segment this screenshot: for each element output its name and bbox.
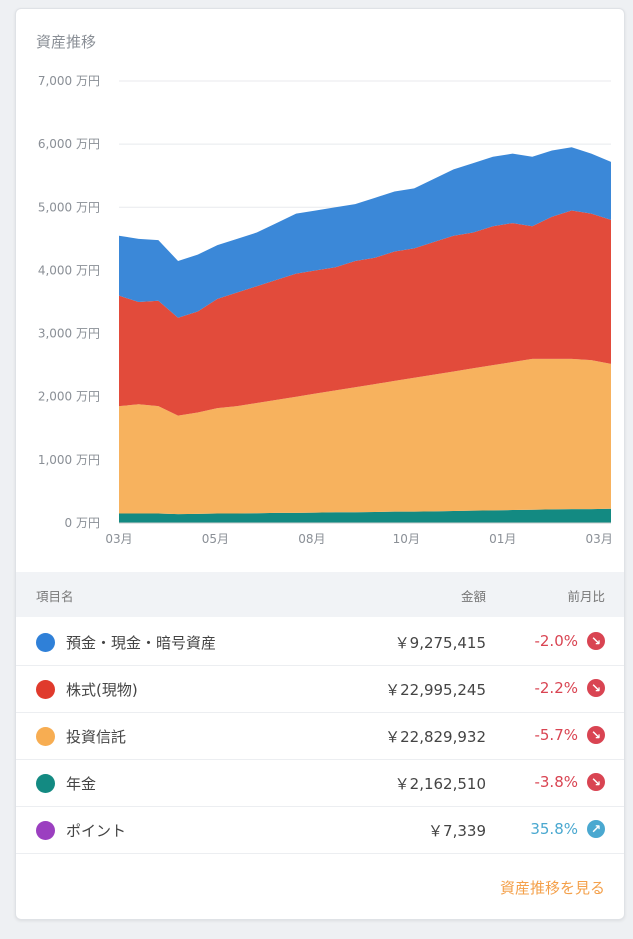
- row-change: -2.0%: [534, 632, 578, 650]
- row-name: 預金・現金・暗号資産: [66, 634, 217, 652]
- arrow-up-right-icon: ↗: [587, 820, 605, 838]
- x-tick-label: 03月: [586, 532, 613, 546]
- legend-dot: [36, 633, 55, 652]
- row-name: 年金: [66, 775, 97, 793]
- row-change: -3.8%: [534, 773, 578, 791]
- view-asset-trend-link[interactable]: 資産推移を見る: [499, 879, 605, 897]
- asset-stacked-area-chart: 0 万円 1,000 万円 2,000 万円 3,000 万円 4,000 万円 5,00…: [38, 74, 613, 546]
- arrow-down-right-icon: ↘: [587, 726, 605, 744]
- header-name: 項目名: [36, 589, 74, 604]
- row-name: 株式(現物): [66, 681, 138, 699]
- table-row[interactable]: 預金・現金・暗号資産 ￥9,275,415 -2.0% ↘: [16, 618, 624, 666]
- row-amount: ￥22,995,245: [385, 681, 486, 699]
- y-tick-label: 0 万円: [65, 516, 100, 530]
- y-tick-label: 4,000 万円: [38, 263, 100, 277]
- x-tick-label: 01月: [489, 532, 516, 546]
- legend-dot: [36, 774, 55, 793]
- legend-dot: [36, 680, 55, 699]
- arrow-down-right-icon: ↘: [587, 632, 605, 650]
- y-tick-label: 1,000 万円: [38, 453, 100, 467]
- row-name: ポイント: [66, 822, 127, 840]
- area-series-0: [119, 508, 611, 523]
- card-title: 資産推移: [36, 33, 97, 51]
- table-header: 項目名 金額 前月比: [16, 572, 624, 617]
- y-tick-label: 5,000 万円: [38, 200, 100, 214]
- x-tick-label: 10月: [393, 532, 420, 546]
- table-row[interactable]: 年金 ￥2,162,510 -3.8% ↘: [16, 759, 624, 807]
- area-series-2: [119, 210, 611, 416]
- arrow-down-right-icon: ↘: [587, 679, 605, 697]
- table-row[interactable]: 株式(現物) ￥22,995,245 -2.2% ↘: [16, 665, 624, 713]
- area-series-1: [119, 358, 611, 515]
- row-name: 投資信託: [66, 728, 127, 746]
- area-series-3: [119, 147, 611, 318]
- y-tick-label: 3,000 万円: [38, 327, 100, 341]
- header-change: 前月比: [567, 589, 605, 604]
- table-row[interactable]: 投資信託 ￥22,829,932 -5.7% ↘: [16, 712, 624, 760]
- legend-dot: [36, 727, 55, 746]
- row-change: 35.8%: [530, 820, 578, 838]
- y-tick-label: 7,000 万円: [38, 74, 100, 88]
- x-tick-label: 03月: [105, 532, 132, 546]
- row-change: -2.2%: [534, 679, 578, 697]
- row-amount: ￥22,829,932: [385, 728, 486, 746]
- row-change: -5.7%: [534, 726, 578, 744]
- row-amount: ￥2,162,510: [394, 775, 486, 793]
- legend-dot: [36, 821, 55, 840]
- row-amount: ￥9,275,415: [394, 634, 486, 652]
- x-tick-label: 08月: [298, 532, 325, 546]
- row-amount: ￥7,339: [428, 822, 486, 840]
- header-amount: 金額: [460, 589, 486, 604]
- y-tick-label: 2,000 万円: [38, 390, 100, 404]
- x-tick-label: 05月: [202, 532, 229, 546]
- y-tick-label: 6,000 万円: [38, 137, 100, 151]
- asset-trend-card: 資産推移 0 万円 1,000 万円 2,000 万円 3,000 万円 4,000 万…: [15, 8, 625, 920]
- table-row[interactable]: ポイント ￥7,339 35.8% ↗: [16, 806, 624, 854]
- arrow-down-right-icon: ↘: [587, 773, 605, 791]
